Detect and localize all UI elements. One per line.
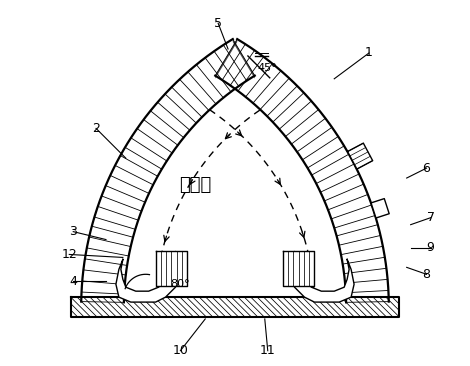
Text: 80°: 80° [171, 279, 190, 289]
Polygon shape [290, 251, 354, 302]
Polygon shape [282, 251, 314, 286]
Text: 4: 4 [69, 275, 77, 288]
Text: 2: 2 [92, 122, 100, 135]
Polygon shape [348, 143, 373, 169]
Text: 6: 6 [423, 162, 431, 175]
Text: 1: 1 [365, 46, 373, 60]
Text: 8: 8 [423, 268, 431, 281]
Text: 9: 9 [427, 241, 434, 254]
Polygon shape [215, 39, 389, 302]
Polygon shape [156, 251, 188, 286]
Text: 10: 10 [172, 344, 188, 357]
Text: 12: 12 [62, 248, 77, 261]
Polygon shape [71, 297, 399, 317]
Text: 5: 5 [214, 17, 222, 30]
Text: 热空气: 热空气 [179, 176, 212, 194]
Polygon shape [371, 199, 389, 218]
Text: 11: 11 [260, 344, 275, 357]
Polygon shape [215, 39, 237, 79]
Text: 45°: 45° [258, 63, 277, 73]
Polygon shape [81, 39, 255, 302]
Polygon shape [116, 251, 180, 302]
Polygon shape [233, 39, 255, 79]
Text: 7: 7 [426, 211, 434, 224]
Text: 3: 3 [69, 225, 77, 238]
